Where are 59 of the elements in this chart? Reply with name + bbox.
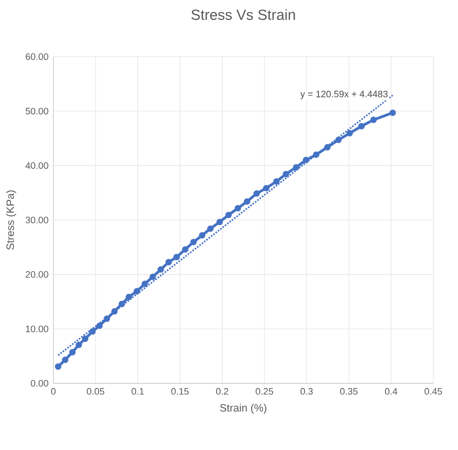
point bbox=[89, 328, 96, 335]
point bbox=[190, 238, 197, 246]
point bbox=[142, 280, 148, 288]
point bbox=[126, 294, 132, 300]
x-tick-label: 0.25 bbox=[256, 388, 274, 395]
y-tick-label: 50.00 bbox=[26, 108, 48, 114]
annotation: y = 120.59x + 4.4483 bbox=[300, 90, 388, 100]
point bbox=[282, 170, 290, 178]
x-tick-label: 0.35 bbox=[340, 388, 358, 395]
point bbox=[346, 130, 353, 136]
x-tick-label: 0.3 bbox=[300, 388, 313, 395]
point bbox=[111, 308, 118, 315]
point bbox=[263, 184, 270, 192]
y-tick-label: 20.00 bbox=[26, 271, 48, 278]
chart-title: Stress Vs Strain bbox=[191, 9, 295, 20]
point bbox=[158, 266, 164, 273]
point bbox=[273, 178, 280, 185]
point bbox=[182, 246, 188, 253]
point bbox=[324, 144, 331, 150]
point bbox=[225, 212, 232, 218]
x-tick-label: 0.4 bbox=[384, 388, 398, 395]
point bbox=[82, 336, 88, 342]
point bbox=[358, 122, 365, 130]
point bbox=[150, 274, 156, 280]
x-axis-title: Strain (%) bbox=[220, 404, 266, 414]
point bbox=[234, 205, 242, 212]
x-tick-label: 0.2 bbox=[216, 388, 228, 395]
point bbox=[62, 356, 68, 364]
point bbox=[54, 363, 62, 370]
point bbox=[313, 151, 320, 158]
point bbox=[173, 254, 180, 260]
point bbox=[96, 322, 103, 329]
point bbox=[302, 156, 310, 164]
point bbox=[104, 316, 110, 322]
point bbox=[198, 232, 206, 239]
point bbox=[207, 225, 214, 232]
point bbox=[370, 116, 377, 124]
point bbox=[134, 288, 140, 294]
point bbox=[253, 190, 260, 197]
point bbox=[244, 198, 250, 205]
y-tick-label: 0.00 bbox=[30, 380, 48, 387]
y-tick-label: 10.00 bbox=[26, 326, 48, 332]
x-tick-label: 0 bbox=[51, 388, 56, 395]
point bbox=[292, 164, 300, 171]
y-tick-label: 40.00 bbox=[25, 162, 48, 169]
x-tick-label: 0.1 bbox=[132, 388, 144, 395]
point bbox=[76, 342, 82, 348]
point bbox=[118, 300, 126, 308]
x-tick-label: 0.05 bbox=[86, 388, 104, 395]
point bbox=[216, 218, 223, 226]
y-axis-title: Stress (KPa) bbox=[6, 190, 16, 250]
point bbox=[69, 348, 76, 356]
point bbox=[165, 258, 172, 266]
x-tick-label: 0.15 bbox=[171, 388, 189, 395]
x-tick-label: 0.45 bbox=[424, 388, 442, 395]
y-tick-label: 60.00 bbox=[26, 53, 48, 60]
y-tick-label: 30.00 bbox=[26, 216, 48, 224]
point bbox=[390, 110, 396, 116]
point bbox=[335, 136, 342, 144]
